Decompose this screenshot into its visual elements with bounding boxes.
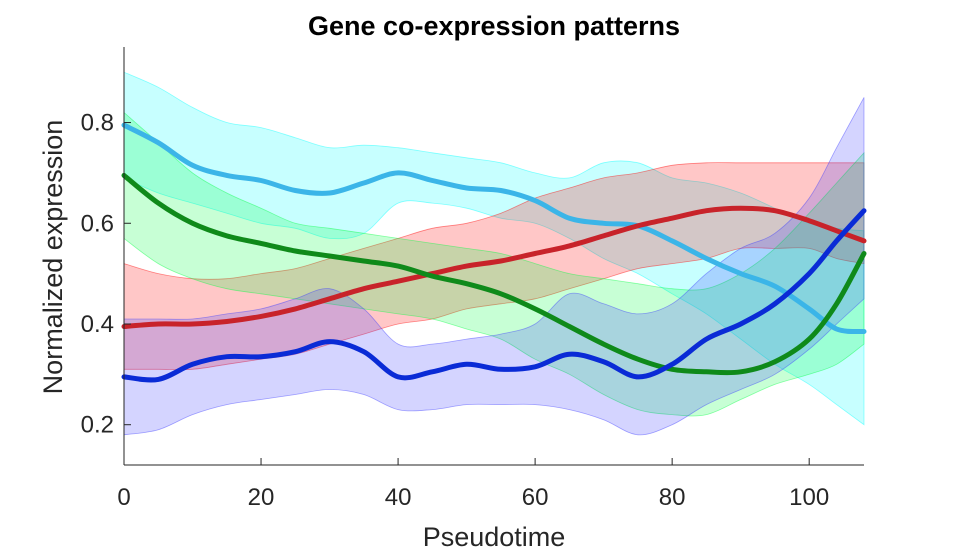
y-axis-label: Normalized expression bbox=[38, 120, 68, 395]
x-tick-label: 80 bbox=[659, 484, 686, 511]
y-ticks: 0.2 0.4 0.6 0.8 bbox=[81, 110, 131, 439]
x-tick-label: 60 bbox=[522, 484, 549, 511]
x-axis-label: Pseudotime bbox=[423, 522, 566, 552]
series-2-line bbox=[121, 205, 867, 329]
y-tick-label: 0.8 bbox=[81, 110, 114, 137]
series-1-band bbox=[123, 71, 865, 426]
y-tick-label: 0.6 bbox=[81, 210, 114, 237]
series-4-line bbox=[121, 208, 867, 383]
series-4-band bbox=[123, 97, 865, 436]
axes bbox=[123, 47, 864, 466]
confidence-bands bbox=[123, 71, 865, 436]
series-3-line bbox=[121, 172, 867, 376]
x-tick-label: 40 bbox=[385, 484, 412, 511]
x-tick-label: 0 bbox=[117, 484, 130, 511]
x-tick-label: 20 bbox=[248, 484, 275, 511]
series-lines bbox=[121, 122, 867, 383]
y-tick-label: 0.4 bbox=[81, 311, 114, 338]
series-1-line bbox=[121, 122, 867, 335]
x-tick-label: 100 bbox=[789, 484, 829, 511]
chart-title: Gene co-expression patterns bbox=[308, 11, 680, 41]
x-ticks: 0 20 40 60 80 100 bbox=[117, 458, 829, 511]
y-tick-label: 0.2 bbox=[81, 412, 114, 439]
